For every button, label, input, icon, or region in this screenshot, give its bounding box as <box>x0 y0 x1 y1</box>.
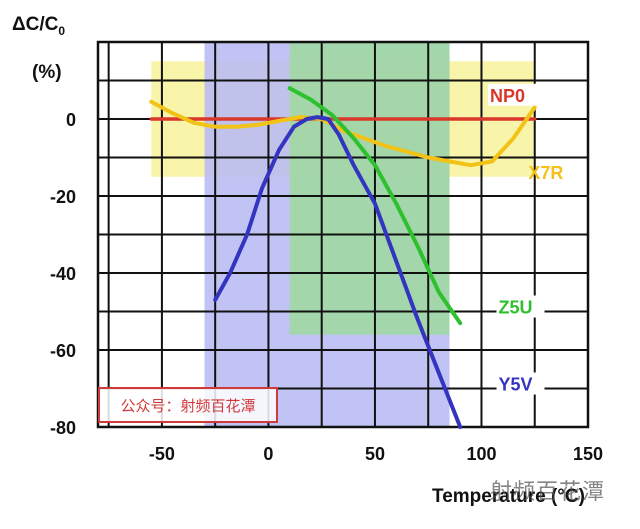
x-tick-label: 0 <box>263 444 273 464</box>
curve-label-bg <box>496 372 545 395</box>
curve-label-np0: NP0 <box>490 86 525 106</box>
curve-label-z5u: Z5U <box>499 298 533 318</box>
watermark-stamp: 公众号：射频百花潭 <box>98 387 278 423</box>
series-line-z5u <box>287 86 463 326</box>
y-tick-label: 0 <box>66 110 76 130</box>
y-axis-label-main: ΔC/C <box>12 14 59 35</box>
curve-label-bg <box>488 83 536 106</box>
x-tick-label: 50 <box>365 444 385 464</box>
y-tick-label: -80 <box>50 418 76 438</box>
x-tick-label: 150 <box>573 444 603 464</box>
plot-frame <box>96 40 590 429</box>
y-axis-label: ΔC/C0 <box>12 14 65 38</box>
curve-label-y5v: Y5V <box>499 375 533 395</box>
curve-label-bg <box>496 295 545 318</box>
watermark-corner-logo: 射频百花潭 <box>490 479 606 504</box>
series-line-y5v <box>213 115 463 429</box>
y-axis-label-sub: 0 <box>58 23 66 38</box>
y-tick-label: -20 <box>50 187 76 207</box>
x-axis-label: Temperature (°C) <box>432 486 585 507</box>
band-z5u <box>289 42 450 335</box>
y-tick-label: -40 <box>50 264 76 284</box>
series-line-x7r <box>149 99 537 168</box>
y-axis-unit: (%) <box>32 62 62 83</box>
x-tick-label: -50 <box>149 444 175 464</box>
y-tick-label: -60 <box>50 341 76 361</box>
curve-label-x7r: X7R <box>528 163 563 183</box>
x-tick-label: 100 <box>466 444 496 464</box>
